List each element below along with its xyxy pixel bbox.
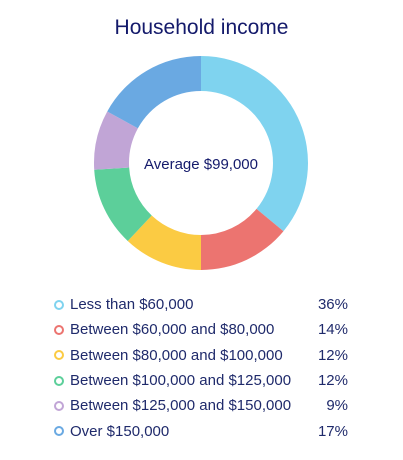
donut-slice-5[interactable] [94, 111, 138, 170]
donut-slice-3[interactable] [127, 215, 201, 270]
legend-item[interactable]: Between $80,000 and $100,000 12% [54, 343, 348, 368]
legend-item[interactable]: Between $60,000 and $80,000 14% [54, 317, 348, 342]
donut-slice-1[interactable] [201, 56, 308, 232]
donut-slices [94, 56, 308, 270]
legend-percent: 12% [317, 372, 348, 390]
chart-title: Household income [114, 16, 289, 39]
legend-label: Between $125,000 and $150,000 [70, 397, 292, 415]
donut-slice-2[interactable] [201, 208, 284, 270]
legend-label: Between $60,000 and $80,000 [70, 321, 275, 339]
legend-item[interactable]: Less than $60,000 36% [54, 292, 348, 317]
average-label: Average $99,000 [144, 156, 258, 173]
legend-marker-icon [54, 426, 64, 437]
legend-marker-icon [54, 299, 64, 310]
legend-percent: 9% [326, 397, 348, 415]
legend-percent: 36% [317, 296, 348, 314]
legend-marker-icon [54, 350, 64, 361]
donut-svg: Average $99,000 [94, 56, 308, 270]
legend-percent: 17% [317, 422, 348, 440]
legend-item[interactable]: Between $100,000 and $125,000 12% [54, 368, 348, 393]
legend-percent: 14% [317, 321, 348, 339]
legend-label: Less than $60,000 [70, 296, 194, 314]
legend-marker-icon [54, 375, 64, 386]
legend-percent: 12% [317, 346, 348, 364]
legend-item[interactable]: Over $150,000 17% [54, 418, 348, 443]
donut-slice-4[interactable] [94, 167, 152, 241]
legend-label: Over $150,000 [70, 422, 170, 440]
legend-marker-icon [54, 400, 64, 411]
legend-label: Between $80,000 and $100,000 [70, 346, 283, 364]
legend-label: Between $100,000 and $125,000 [70, 372, 292, 390]
chart-legend: Less than $60,000 36% Between $60,000 and … [54, 292, 348, 444]
donut-chart: Average $99,000 [86, 48, 316, 278]
legend-item[interactable]: Between $125,000 and $150,000 9% [54, 393, 348, 418]
donut-slice-6[interactable] [107, 56, 201, 129]
legend-marker-icon [54, 324, 64, 335]
